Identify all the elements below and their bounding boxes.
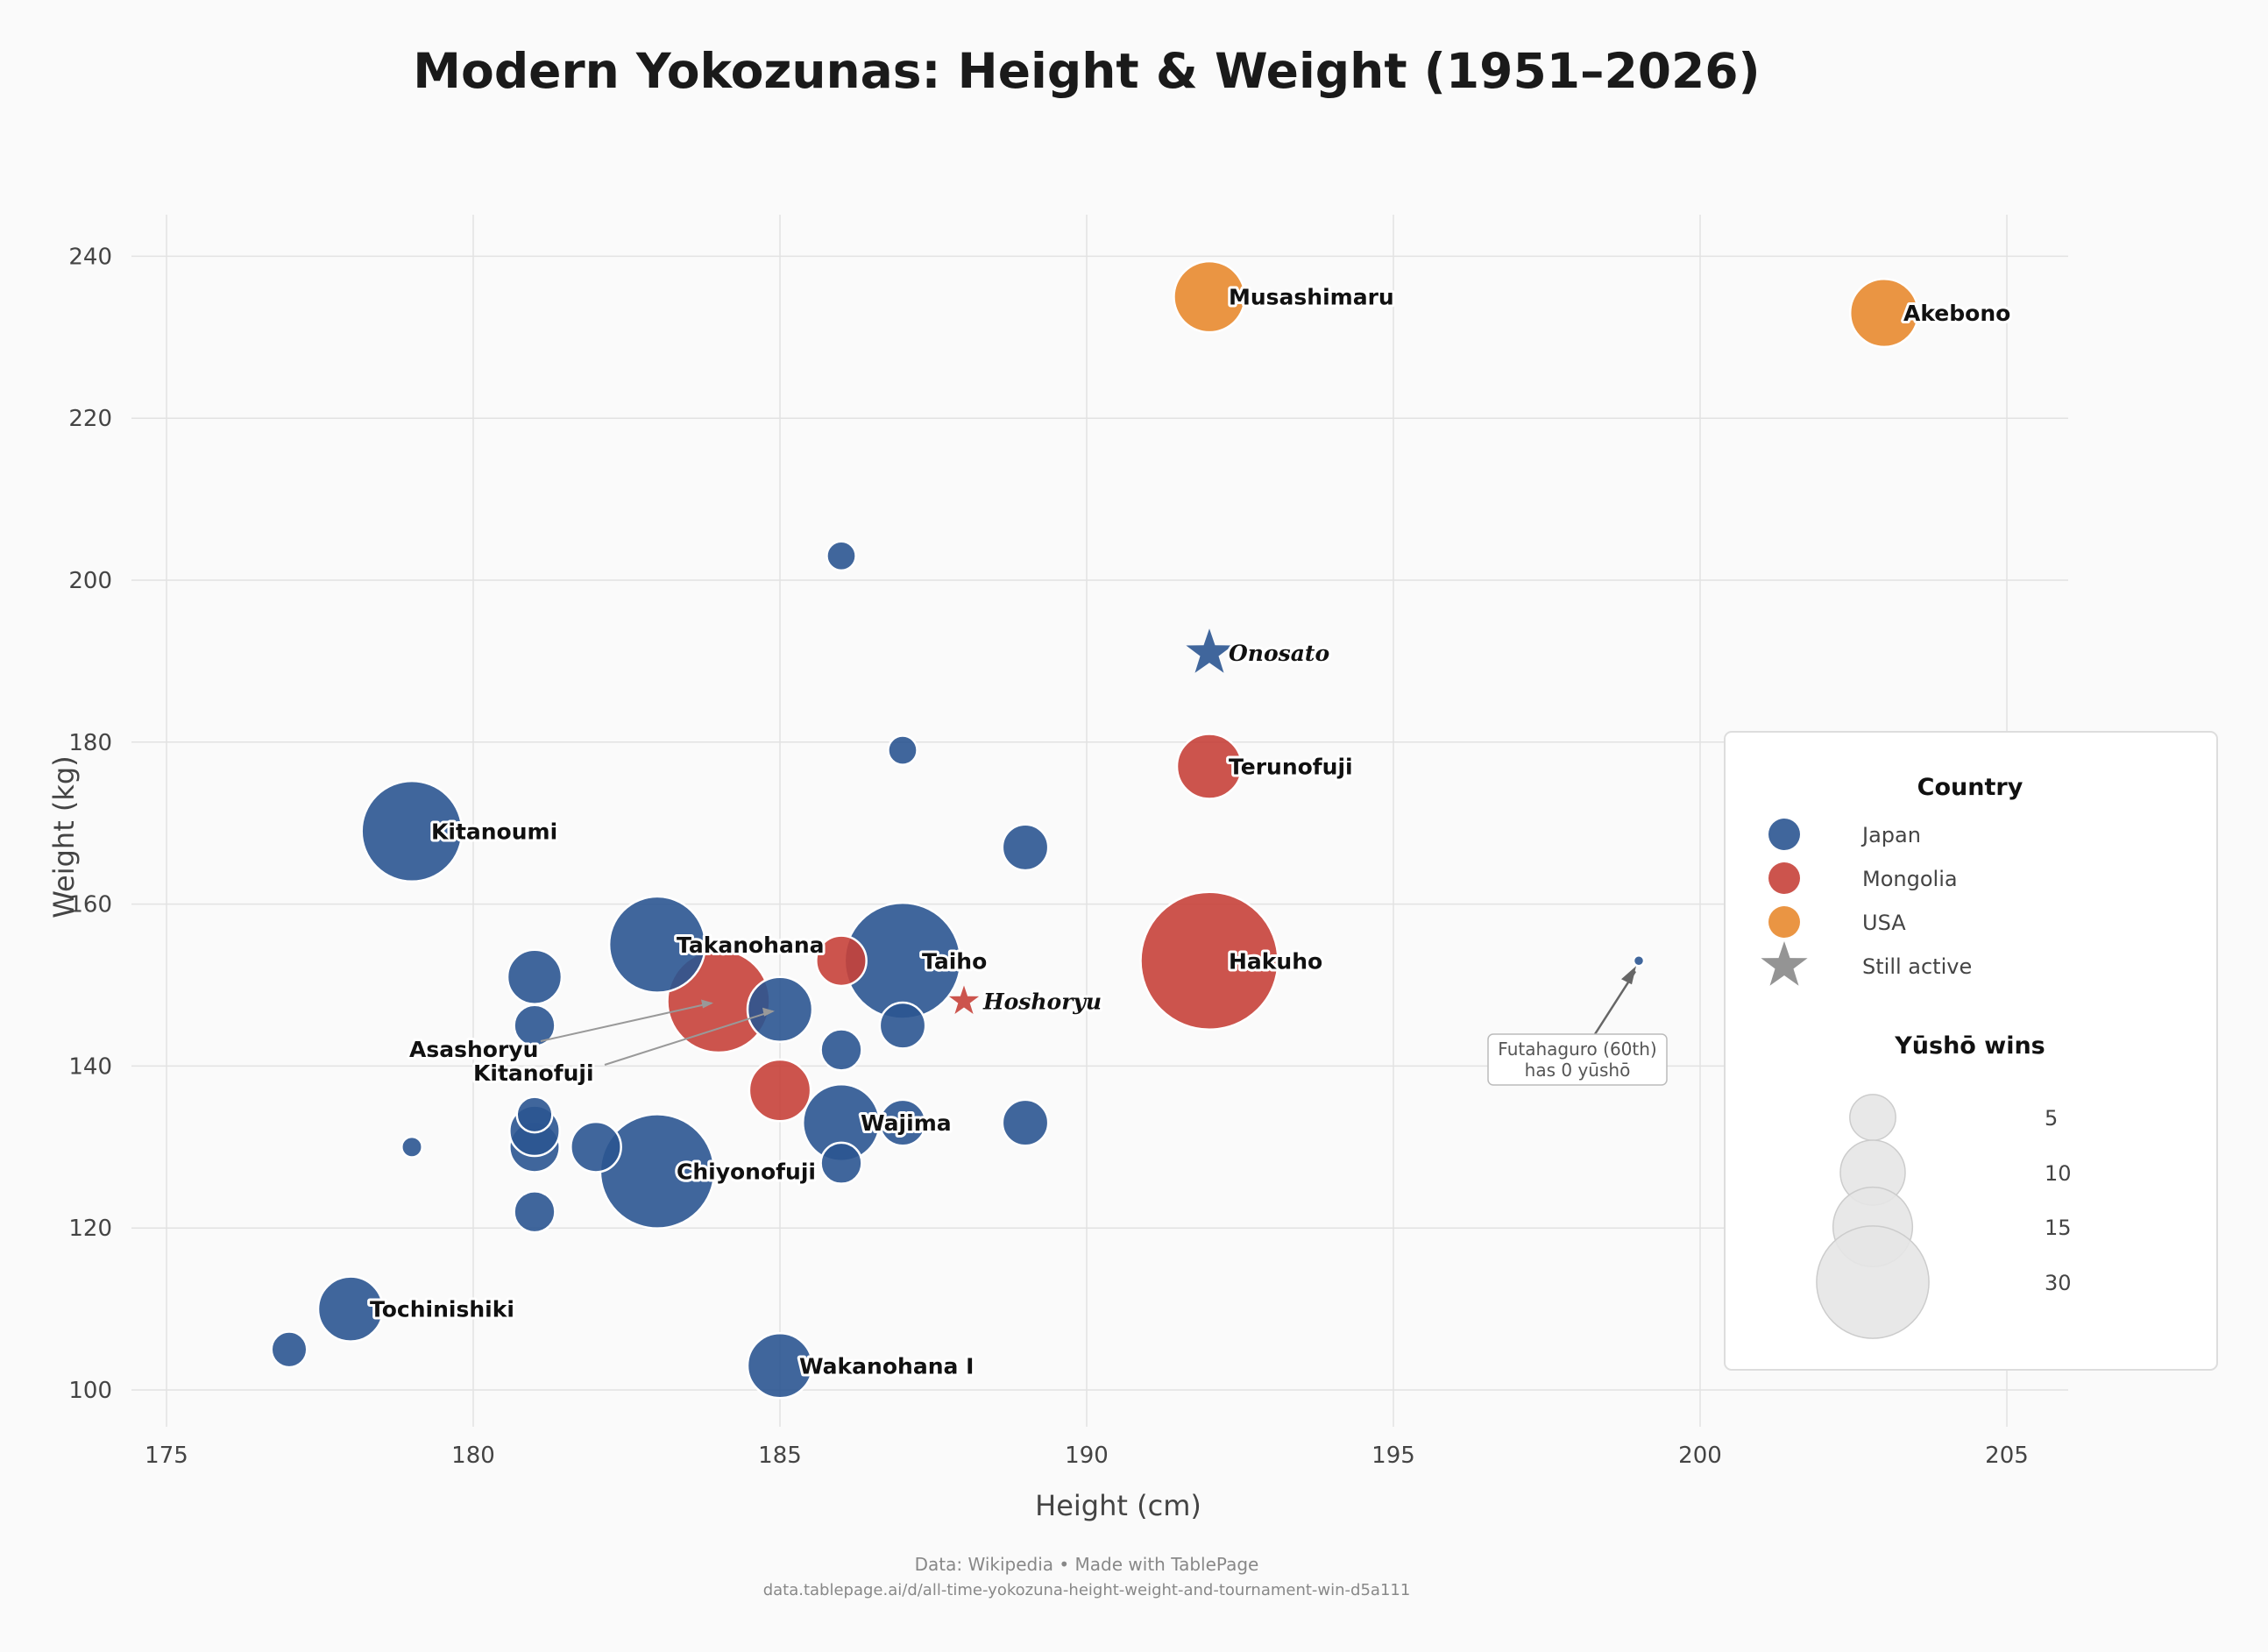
legend: Country Japan Mongolia USA Still active Yūs… (1724, 731, 2218, 1371)
point-onosato (1186, 628, 1233, 673)
x-tick-label: 175 (145, 1443, 188, 1469)
label-musashimaru: Musashimaru (1229, 285, 1394, 310)
legend-size-label: 30 (2045, 1271, 2072, 1295)
y-tick-label: 220 (68, 406, 112, 432)
y-tick-label: 140 (68, 1053, 112, 1080)
legend-size-marker (1816, 1225, 1930, 1339)
x-axis-ticks: 175 180 185 190 195 200 205 (145, 1443, 2029, 1469)
point-unlabeled (878, 1001, 927, 1050)
point-unlabeled (748, 1058, 812, 1123)
point-unlabeled (826, 540, 857, 572)
label-wajima: Wajima (861, 1110, 952, 1136)
connector-kitanofuji (604, 1010, 774, 1066)
legend-marker-mongolia (1768, 862, 1800, 894)
label-kitanofuji: Kitanofuji (473, 1060, 594, 1086)
point-unlabeled (270, 1330, 308, 1369)
legend-label-mongolia: Mongolia (1862, 867, 1958, 891)
annotation-box (1487, 1033, 1668, 1086)
footer-source: Data: Wikipedia • Made with TablePage (915, 1554, 1259, 1575)
label-chiyonofuji: Chiyonofuji (677, 1159, 816, 1185)
connector-head-asashoryu (701, 999, 713, 1009)
x-axis-label: Height (cm) (1035, 1489, 1201, 1522)
y-tick-label: 120 (68, 1216, 112, 1242)
chart-title: Modern Yokozunas: Height & Weight (1951–… (413, 43, 1760, 99)
label-asashoryu: Asashoryu (409, 1037, 538, 1062)
point-unlabeled (570, 1120, 622, 1173)
y-tick-label: 100 (68, 1378, 112, 1404)
y-tick-label: 160 (68, 892, 112, 918)
legend-size-marker (1849, 1094, 1896, 1141)
point-unlabeled (819, 1141, 863, 1185)
point-tochinishiki (316, 1275, 385, 1343)
point-unlabeled (1001, 823, 1050, 872)
label-hoshoryu: Hoshoryu (982, 989, 1102, 1014)
point-kitanoumi (360, 779, 464, 883)
legend-size-label: 15 (2045, 1216, 2072, 1240)
label-taiho: Taiho (922, 948, 987, 974)
label-wakanohana-i: Wakanohana I (799, 1353, 974, 1379)
point-futahaguro (1632, 954, 1646, 968)
y-tick-label: 200 (68, 568, 112, 594)
legend-size-title: Yūshō wins (1894, 1032, 2045, 1060)
label-onosato: Onosato (1229, 641, 1329, 666)
point-unlabeled (1001, 1098, 1050, 1147)
legend-label-usa: USA (1862, 911, 1906, 935)
point-takanohana (607, 895, 707, 994)
label-connectors (540, 999, 775, 1066)
point-unlabeled (878, 1098, 927, 1147)
data-points (270, 259, 1920, 1400)
label-takanohana: Takanohana (677, 932, 825, 958)
label-kitanoumi: Kitanoumi (431, 819, 557, 844)
point-hoshoryu (948, 985, 980, 1014)
legend-marker-still-active (1761, 941, 1808, 986)
futahaguro-annotation: Futahaguro (60th) has 0 yūshō (1487, 966, 1668, 1086)
label-terunofuji: Terunofuji (1229, 755, 1353, 780)
point-unlabeled (506, 948, 563, 1005)
label-akebono: Akebono (1903, 301, 2010, 326)
point-unlabeled (400, 1135, 423, 1159)
x-tick-label: 200 (1678, 1443, 1722, 1469)
label-tochinishiki: Tochinishiki (370, 1297, 514, 1322)
annotation-arrowhead (1621, 966, 1636, 985)
point-unlabeled (815, 934, 868, 988)
connector-head-kitanofuji (762, 1007, 775, 1017)
legend-label-japan: Japan (1860, 823, 1921, 847)
x-tick-label: 185 (758, 1443, 802, 1469)
x-tick-label: 205 (1985, 1443, 2029, 1469)
x-tick-label: 195 (1371, 1443, 1415, 1469)
legend-marker-usa (1768, 906, 1800, 938)
point-wakanohana-i (746, 1332, 814, 1400)
legend-label-still-active: Still active (1862, 954, 1972, 979)
y-tick-label: 240 (68, 244, 112, 270)
footer-url: data.tablepage.ai/d/all-time-yokozuna-he… (763, 1581, 1411, 1599)
x-tick-label: 180 (451, 1443, 495, 1469)
y-axis-ticks: 100 120 140 160 180 200 220 240 (68, 244, 112, 1404)
y-axis-label: Weight (kg) (47, 755, 81, 918)
legend-size-items: 5 10 15 30 (1816, 1094, 2072, 1339)
point-kitanofuji (746, 975, 814, 1043)
x-tick-label: 190 (1065, 1443, 1109, 1469)
point-unlabeled (819, 1028, 863, 1072)
point-unlabeled (513, 1003, 556, 1047)
point-labels: Musashimaru Akebono Kitanoumi Takanohana Tai… (367, 282, 2013, 1382)
point-musashimaru (1173, 259, 1246, 334)
point-unlabeled (513, 1190, 556, 1234)
annotation-line-1: Futahaguro (60th) (1498, 1039, 1656, 1060)
point-terunofuji (1175, 733, 1244, 800)
legend-country-items: Japan Mongolia USA Still active (1761, 819, 1972, 986)
legend-size-label: 5 (2045, 1106, 2058, 1131)
annotation-line-2: has 0 yūshō (1525, 1060, 1631, 1081)
legend-marker-japan (1768, 819, 1800, 850)
point-unlabeled (515, 1095, 554, 1134)
point-akebono (1848, 278, 1920, 349)
connector-asashoryu (540, 1002, 712, 1042)
label-hakuho: Hakuho (1229, 948, 1322, 974)
legend-country-title: Country (1917, 774, 2023, 801)
point-unlabeled (887, 734, 918, 766)
legend-size-label: 10 (2045, 1161, 2072, 1186)
point-hakuho (1139, 890, 1279, 1032)
y-tick-label: 180 (68, 730, 112, 756)
